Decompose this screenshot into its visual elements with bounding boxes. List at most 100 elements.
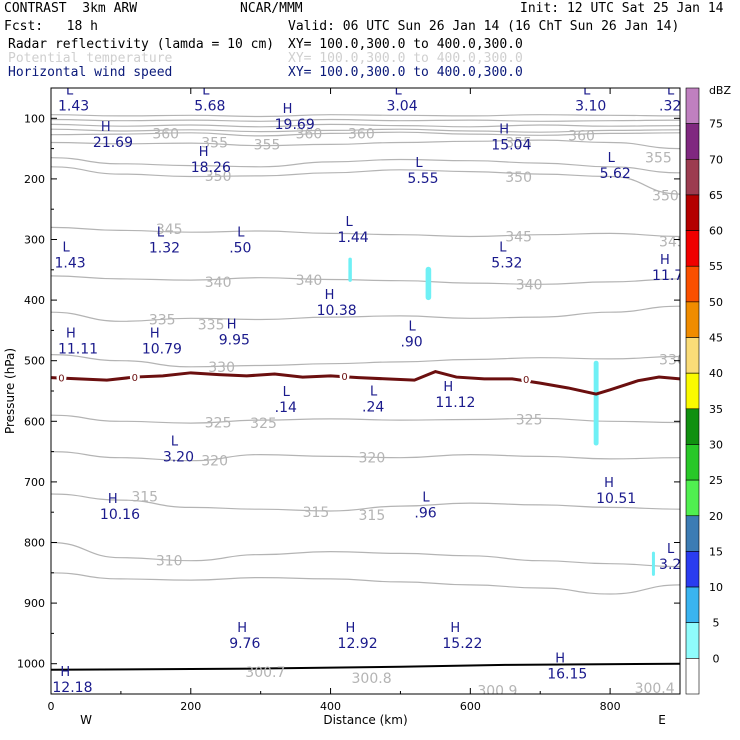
colorbar-label-0: 0 <box>713 652 720 665</box>
wind-extremum-value: 12.92 <box>338 636 378 652</box>
colorbar-unit: dBZ <box>709 84 732 97</box>
theta-contour-10 <box>51 305 680 322</box>
wind-extremum-type: H <box>604 476 614 491</box>
theta-label-25: 320 <box>359 451 386 467</box>
theta-label-4: 360 <box>348 126 375 142</box>
surface-line <box>51 662 680 671</box>
model-title: CONTRAST 3km ARW <box>4 1 138 16</box>
wind-extremum-3: L3.10 <box>575 84 606 115</box>
wind-extremum-8: H15.04 <box>491 123 531 154</box>
colorbar-box-6 <box>685 301 700 338</box>
radar-cell-2 <box>593 360 599 446</box>
wind-extremum-17: H10.38 <box>317 288 357 319</box>
colorbar-box-13 <box>685 551 700 588</box>
y-tick-label-9: 1000 <box>17 658 45 671</box>
x-tick-label-2: 400 <box>320 700 341 713</box>
wind-extremum-6: H21.69 <box>93 120 133 151</box>
theta-contour-0 <box>51 114 680 118</box>
wind-extremum-7: H18.26 <box>191 145 231 176</box>
theta-label-2: 355 <box>254 137 281 153</box>
theta-contour-3 <box>51 128 680 133</box>
wind-extremum-9: L5.55 <box>407 156 438 187</box>
theta-label-9: 350 <box>505 170 532 186</box>
wind-extremum-type: L <box>583 84 591 99</box>
wind-extremum-type: L <box>667 542 675 557</box>
colorbar-box-5 <box>685 265 700 303</box>
theta-label-23: 325 <box>516 412 543 428</box>
wind-extremum-11: L1.43 <box>54 241 85 272</box>
wind-extremum-26: H10.51 <box>596 476 636 507</box>
wind-extremum-value: .32 <box>659 99 681 115</box>
plot-area: 0 0 0 0 360 355 355 360 360 355 360 355 350 350 350 345… <box>51 84 686 696</box>
wind-extremum-14: L1.44 <box>338 215 369 246</box>
wind-extremum-value: 9.95 <box>219 333 250 349</box>
y-tick-label-4: 500 <box>24 355 45 368</box>
wind-extremum-value: 10.16 <box>100 507 140 523</box>
theta-contour-8 <box>51 226 680 238</box>
freezing-label-3: 0 <box>523 375 529 386</box>
y-tick-label-1: 200 <box>24 173 45 186</box>
wind-extremum-type: L <box>370 384 378 399</box>
field-wind: Horizontal wind speed <box>8 65 173 80</box>
colorbar-label-11: 55 <box>709 260 723 273</box>
wind-extremum-19: L.90 <box>400 319 422 350</box>
forecast-hour: Fcst: 18 h <box>4 19 98 34</box>
theta-label-21: 325 <box>205 416 232 432</box>
colorbar-label-6: 30 <box>709 438 723 451</box>
theta-contour-5 <box>51 139 680 150</box>
wind-extremum-value: 15.22 <box>442 636 482 652</box>
freezing-label-bg-1 <box>129 371 140 384</box>
wind-extremum-30: H9.76 <box>229 621 260 652</box>
wind-extremum-type: L <box>408 319 416 334</box>
colorbar-box-14 <box>685 586 700 624</box>
x-tick-label-0: 0 <box>48 700 55 713</box>
wind-extremum-32: H15.22 <box>442 621 482 652</box>
y-tick-label-7: 800 <box>24 537 45 550</box>
xy-theta: XY= 100.0,300.0 to 400.0,300.0 <box>288 51 523 66</box>
theta-label-0: 360 <box>152 126 179 142</box>
colorbar-label-9: 45 <box>709 332 723 345</box>
wind-extremum-type: H <box>325 288 335 303</box>
wind-extremum-value: 15.04 <box>491 138 531 154</box>
wind-extremum-type: H <box>450 621 460 636</box>
freezing-label-0: 0 <box>58 374 64 385</box>
freezing-label-bg-3 <box>521 372 532 385</box>
wind-extremum-type: H <box>660 253 670 268</box>
wind-extremum-type: L <box>499 241 507 256</box>
radar-cell-1 <box>425 266 432 301</box>
wind-extremum-23: L.24 <box>362 384 384 415</box>
wind-extremum-13: L.50 <box>229 226 251 257</box>
wind-extremum-type: H <box>227 318 237 333</box>
theta-label-20: 330 <box>659 352 686 368</box>
wind-extremum-value: 5.55 <box>407 171 438 187</box>
y-tick-label-2: 300 <box>24 234 45 247</box>
wind-extremum-type: H <box>108 492 118 507</box>
colorbar-box-2 <box>685 158 700 196</box>
theta-label-13: 345 <box>659 234 686 250</box>
theta-label-1: 355 <box>201 136 228 152</box>
wind-extremum-value: 12.18 <box>52 680 92 696</box>
colorbar-label-14: 70 <box>709 153 723 166</box>
wind-extremum-value: 10.51 <box>596 491 636 507</box>
wind-extremum-value: 1.43 <box>58 99 89 115</box>
wind-extremum-15: L5.32 <box>491 241 522 272</box>
x-end-label-east: E <box>658 713 666 727</box>
wind-extremum-0: L1.43 <box>58 88 89 115</box>
wind-extremum-value: 5.68 <box>194 99 225 115</box>
xy-wind: XY= 100.0,300.0 to 400.0,300.0 <box>288 65 523 80</box>
freezing-label-bg-0 <box>56 371 67 384</box>
wind-extremum-value: 5.62 <box>600 166 631 182</box>
wind-extremum-value: 1.32 <box>149 241 180 257</box>
colorbar-box-0 <box>685 87 700 124</box>
colorbar-label-13: 65 <box>709 189 723 202</box>
wind-extremum-value: 3.04 <box>386 99 417 115</box>
wind-extremum-type: L <box>422 490 430 505</box>
wind-extremum-value: 10.38 <box>317 303 357 319</box>
theta-contour-4 <box>51 131 680 137</box>
wind-extremum-12: L1.32 <box>149 226 180 257</box>
colorbar-label-2: 10 <box>709 581 723 594</box>
colorbar-box-9 <box>685 408 700 445</box>
wind-extremum-27: H10.16 <box>100 492 140 523</box>
wind-extremum-18: H9.95 <box>219 318 250 349</box>
theta-label-27: 315 <box>303 505 330 521</box>
